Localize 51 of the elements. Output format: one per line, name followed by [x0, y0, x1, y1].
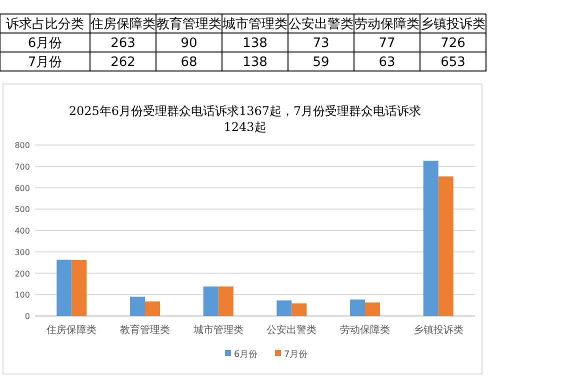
bar [72, 260, 87, 316]
data-label: 68 [180, 55, 198, 70]
x-tick-label: 教育管理类 [120, 324, 170, 336]
x-tick-label: 教育管理类 [156, 16, 222, 32]
x-tick-label: 住房保障类 [90, 16, 156, 32]
bar [365, 302, 380, 316]
y-tick-label: 200 [14, 269, 30, 278]
x-tick-label: 劳动保障类 [354, 17, 420, 32]
bar [56, 260, 72, 316]
bar [423, 160, 438, 316]
x-tick-label: 公安出警类 [288, 16, 354, 32]
x-tick-label: 公安出警类 [266, 324, 317, 336]
data-label: 263 [110, 36, 136, 51]
data-label: 59 [312, 55, 330, 70]
bar [276, 300, 292, 316]
data-label: 138 [242, 55, 268, 70]
x-tick-label: 城市管理类 [192, 324, 244, 336]
data-label: 653 [440, 55, 466, 70]
x-tick-label: 乡镇投诉类 [413, 324, 464, 336]
y-tick-label: 7月份 [28, 55, 62, 70]
y-tick-label: 500 [14, 205, 30, 214]
legend-label: 7月份 [284, 349, 308, 360]
x-tick-label: 劳动保障类 [340, 324, 390, 336]
bar [130, 296, 145, 316]
bar [292, 303, 307, 316]
legend-label: 6月份 [234, 349, 258, 360]
x-tick-label: 城市管理类 [222, 17, 288, 32]
y-tick-label: 0 [24, 312, 30, 321]
y-tick-label: 100 [14, 290, 30, 300]
text: 诉求占比分类 [6, 17, 84, 32]
data-label: 63 [378, 55, 396, 70]
y-tick-label: 800 [14, 141, 30, 150]
y-tick-label: 400 [14, 226, 30, 236]
x-tick-label: 乡镇投诉类 [420, 17, 486, 32]
bar [218, 286, 234, 316]
y-tick-label: 600 [14, 184, 30, 193]
x-tick-label: 住房保障类 [46, 324, 97, 336]
y-tick-label: 6月份 [28, 36, 62, 51]
bar [438, 176, 454, 316]
bar [145, 301, 160, 316]
data-label: 73 [312, 36, 330, 51]
bar [350, 300, 365, 316]
data-label: 262 [110, 55, 136, 70]
y-tick-label: 300 [14, 248, 30, 257]
data-label: 90 [180, 36, 198, 51]
data-label: 138 [242, 36, 268, 51]
chart-title: 2025年6月份受理群众电话诉求1367起，7月份受理群众电话诉求1243起 [68, 104, 422, 134]
data-label: 726 [440, 36, 466, 51]
data-label: 77 [378, 36, 396, 51]
y-tick-label: 700 [14, 162, 30, 172]
bar [203, 286, 218, 316]
